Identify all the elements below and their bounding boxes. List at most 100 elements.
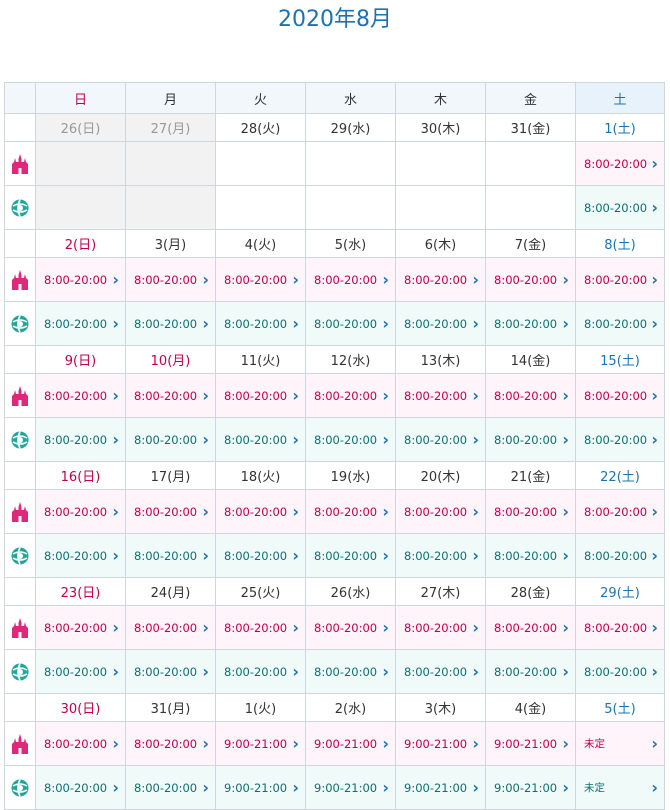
chevron-right-icon[interactable]: › (382, 734, 389, 753)
land-hours-cell[interactable]: 8:00-20:00 › (125, 605, 216, 650)
chevron-right-icon[interactable]: › (562, 546, 569, 565)
chevron-right-icon[interactable]: › (651, 502, 658, 521)
chevron-right-icon[interactable]: › (202, 734, 209, 753)
chevron-right-icon[interactable]: › (562, 618, 569, 637)
chevron-right-icon[interactable]: › (562, 430, 569, 449)
chevron-right-icon[interactable]: › (472, 314, 479, 333)
land-hours-cell[interactable]: 8:00-20:00 › (35, 605, 126, 650)
chevron-right-icon[interactable]: › (202, 618, 209, 637)
sea-hours-cell[interactable]: 8:00-20:00 › (215, 417, 306, 462)
chevron-right-icon[interactable]: › (112, 546, 119, 565)
land-hours-cell[interactable]: 8:00-20:00 › (305, 605, 396, 650)
chevron-right-icon[interactable]: › (562, 778, 569, 797)
chevron-right-icon[interactable]: › (382, 314, 389, 333)
sea-hours-cell[interactable]: 8:00-20:00 › (395, 649, 486, 694)
chevron-right-icon[interactable]: › (292, 618, 299, 637)
land-hours-cell[interactable]: 8:00-20:00 › (305, 489, 396, 534)
chevron-right-icon[interactable]: › (472, 778, 479, 797)
chevron-right-icon[interactable]: › (112, 430, 119, 449)
chevron-right-icon[interactable]: › (382, 618, 389, 637)
sea-hours-cell[interactable]: 8:00-20:00 › (35, 649, 126, 694)
chevron-right-icon[interactable]: › (202, 314, 209, 333)
chevron-right-icon[interactable]: › (292, 778, 299, 797)
chevron-right-icon[interactable]: › (382, 778, 389, 797)
chevron-right-icon[interactable]: › (112, 734, 119, 753)
sea-hours-cell[interactable]: 9:00-21:00 › (395, 765, 486, 810)
chevron-right-icon[interactable]: › (382, 430, 389, 449)
chevron-right-icon[interactable]: › (562, 270, 569, 289)
sea-hours-cell[interactable]: 8:00-20:00 › (395, 301, 486, 346)
land-hours-cell[interactable]: 8:00-20:00 › (395, 489, 486, 534)
land-hours-cell[interactable]: 8:00-20:00 › (575, 141, 665, 186)
chevron-right-icon[interactable]: › (472, 502, 479, 521)
land-hours-cell[interactable]: 8:00-20:00 › (125, 489, 216, 534)
land-hours-cell[interactable]: 8:00-20:00 › (125, 721, 216, 766)
chevron-right-icon[interactable]: › (202, 386, 209, 405)
land-hours-cell[interactable]: 8:00-20:00 › (35, 257, 126, 302)
sea-hours-cell[interactable]: 8:00-20:00 › (35, 417, 126, 462)
chevron-right-icon[interactable]: › (472, 618, 479, 637)
land-hours-cell[interactable]: 8:00-20:00 › (485, 605, 576, 650)
land-hours-cell[interactable]: 8:00-20:00 › (575, 489, 665, 534)
chevron-right-icon[interactable]: › (382, 546, 389, 565)
land-hours-cell[interactable]: 8:00-20:00 › (215, 605, 306, 650)
chevron-right-icon[interactable]: › (202, 778, 209, 797)
land-hours-cell[interactable]: 8:00-20:00 › (485, 373, 576, 418)
chevron-right-icon[interactable]: › (651, 546, 658, 565)
chevron-right-icon[interactable]: › (651, 734, 658, 753)
chevron-right-icon[interactable]: › (472, 546, 479, 565)
chevron-right-icon[interactable]: › (651, 154, 658, 173)
land-hours-cell[interactable]: 8:00-20:00 › (575, 257, 665, 302)
land-hours-cell[interactable]: 8:00-20:00 › (485, 489, 576, 534)
sea-hours-cell[interactable]: 8:00-20:00 › (215, 301, 306, 346)
land-hours-cell[interactable]: 9:00-21:00 › (395, 721, 486, 766)
chevron-right-icon[interactable]: › (382, 662, 389, 681)
chevron-right-icon[interactable]: › (112, 618, 119, 637)
chevron-right-icon[interactable]: › (651, 270, 658, 289)
chevron-right-icon[interactable]: › (382, 502, 389, 521)
sea-hours-cell[interactable]: 8:00-20:00 › (485, 417, 576, 462)
sea-hours-cell[interactable]: 8:00-20:00 › (575, 417, 665, 462)
land-hours-cell[interactable]: 8:00-20:00 › (395, 373, 486, 418)
sea-hours-cell[interactable]: 8:00-20:00 › (485, 649, 576, 694)
land-hours-cell[interactable]: 8:00-20:00 › (35, 373, 126, 418)
land-hours-cell[interactable]: 8:00-20:00 › (215, 373, 306, 418)
chevron-right-icon[interactable]: › (112, 662, 119, 681)
land-hours-cell[interactable]: 9:00-21:00 › (305, 721, 396, 766)
chevron-right-icon[interactable]: › (292, 430, 299, 449)
chevron-right-icon[interactable]: › (112, 270, 119, 289)
land-hours-cell[interactable]: 8:00-20:00 › (395, 257, 486, 302)
sea-hours-cell[interactable]: 8:00-20:00 › (125, 765, 216, 810)
sea-hours-cell[interactable]: 8:00-20:00 › (305, 649, 396, 694)
chevron-right-icon[interactable]: › (292, 502, 299, 521)
sea-hours-cell[interactable]: 9:00-21:00 › (215, 765, 306, 810)
chevron-right-icon[interactable]: › (651, 314, 658, 333)
land-hours-cell[interactable]: 8:00-20:00 › (35, 721, 126, 766)
chevron-right-icon[interactable]: › (562, 734, 569, 753)
chevron-right-icon[interactable]: › (112, 386, 119, 405)
chevron-right-icon[interactable]: › (651, 430, 658, 449)
sea-hours-cell[interactable]: 8:00-20:00 › (125, 301, 216, 346)
sea-hours-cell[interactable]: 8:00-20:00 › (35, 301, 126, 346)
land-hours-cell[interactable]: 9:00-21:00 › (215, 721, 306, 766)
chevron-right-icon[interactable]: › (382, 386, 389, 405)
land-hours-cell[interactable]: 8:00-20:00 › (575, 373, 665, 418)
chevron-right-icon[interactable]: › (292, 314, 299, 333)
sea-hours-cell[interactable]: 8:00-20:00 › (575, 649, 665, 694)
land-hours-cell[interactable]: 8:00-20:00 › (305, 257, 396, 302)
chevron-right-icon[interactable]: › (651, 618, 658, 637)
land-hours-cell[interactable]: 8:00-20:00 › (215, 489, 306, 534)
chevron-right-icon[interactable]: › (562, 314, 569, 333)
chevron-right-icon[interactable]: › (292, 270, 299, 289)
sea-hours-cell[interactable]: 8:00-20:00 › (575, 185, 665, 230)
sea-hours-cell[interactable]: 8:00-20:00 › (395, 533, 486, 578)
sea-hours-cell[interactable]: 8:00-20:00 › (35, 765, 126, 810)
sea-hours-cell[interactable]: 8:00-20:00 › (395, 417, 486, 462)
sea-hours-cell[interactable]: 9:00-21:00 › (485, 765, 576, 810)
sea-hours-cell[interactable]: 8:00-20:00 › (485, 533, 576, 578)
chevron-right-icon[interactable]: › (292, 734, 299, 753)
chevron-right-icon[interactable]: › (112, 502, 119, 521)
sea-hours-cell[interactable]: 8:00-20:00 › (485, 301, 576, 346)
sea-hours-cell[interactable]: 8:00-20:00 › (125, 533, 216, 578)
chevron-right-icon[interactable]: › (562, 662, 569, 681)
